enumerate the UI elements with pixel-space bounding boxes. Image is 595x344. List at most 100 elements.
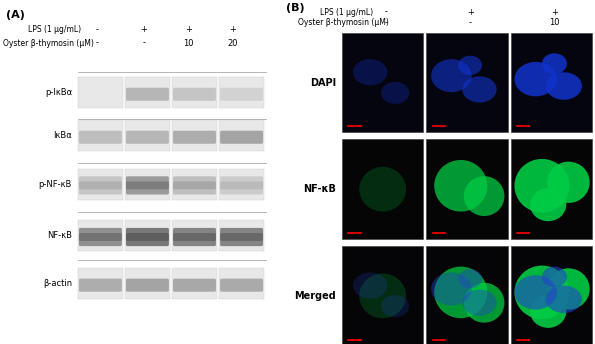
- FancyBboxPatch shape: [126, 131, 169, 144]
- Text: NF-κB: NF-κB: [47, 231, 72, 240]
- Ellipse shape: [515, 266, 569, 319]
- Text: +: +: [229, 25, 236, 34]
- Ellipse shape: [542, 53, 567, 74]
- Ellipse shape: [515, 62, 557, 96]
- Bar: [77, 120, 123, 151]
- Text: β-actin: β-actin: [43, 279, 72, 288]
- Bar: [511, 139, 592, 239]
- Bar: [77, 268, 123, 299]
- FancyBboxPatch shape: [173, 279, 216, 292]
- Ellipse shape: [353, 272, 387, 299]
- Text: NF-κB: NF-κB: [303, 184, 336, 194]
- Text: Oyster β-thymosin (μM): Oyster β-thymosin (μM): [3, 39, 93, 47]
- Ellipse shape: [530, 295, 566, 328]
- Text: IκBα: IκBα: [53, 131, 72, 140]
- Bar: [342, 33, 423, 132]
- FancyBboxPatch shape: [126, 228, 169, 241]
- Ellipse shape: [462, 290, 497, 316]
- FancyBboxPatch shape: [126, 279, 169, 292]
- Text: +: +: [466, 8, 474, 17]
- Bar: [77, 77, 123, 108]
- Text: -: -: [95, 25, 98, 34]
- Text: -: -: [469, 18, 472, 27]
- Ellipse shape: [458, 56, 482, 75]
- Bar: [124, 268, 170, 299]
- Ellipse shape: [359, 273, 406, 318]
- Bar: [342, 246, 423, 344]
- Ellipse shape: [546, 286, 582, 313]
- Ellipse shape: [515, 159, 569, 213]
- FancyBboxPatch shape: [220, 228, 263, 241]
- Bar: [219, 169, 264, 200]
- FancyBboxPatch shape: [173, 131, 216, 144]
- FancyBboxPatch shape: [79, 182, 122, 195]
- Bar: [172, 77, 217, 108]
- Bar: [511, 246, 592, 344]
- Bar: [219, 268, 264, 299]
- Text: 10: 10: [549, 18, 560, 27]
- Bar: [124, 120, 170, 151]
- Text: LPS (1 μg/mL): LPS (1 μg/mL): [320, 8, 374, 17]
- Text: +: +: [551, 8, 558, 17]
- Bar: [427, 139, 508, 239]
- FancyBboxPatch shape: [79, 131, 122, 144]
- FancyBboxPatch shape: [220, 182, 263, 195]
- FancyBboxPatch shape: [126, 88, 169, 101]
- Bar: [342, 139, 423, 239]
- FancyBboxPatch shape: [79, 176, 122, 189]
- Text: (A): (A): [5, 10, 24, 20]
- Bar: [77, 220, 123, 251]
- FancyBboxPatch shape: [173, 176, 216, 189]
- Ellipse shape: [434, 160, 487, 212]
- Ellipse shape: [464, 283, 505, 323]
- Text: 10: 10: [183, 39, 193, 47]
- FancyBboxPatch shape: [126, 176, 169, 189]
- Text: LPS (1 μg/mL): LPS (1 μg/mL): [28, 25, 81, 34]
- FancyBboxPatch shape: [126, 233, 169, 246]
- Bar: [427, 246, 508, 344]
- Ellipse shape: [458, 269, 482, 288]
- FancyBboxPatch shape: [220, 176, 263, 189]
- Text: (B): (B): [286, 3, 305, 13]
- FancyBboxPatch shape: [79, 228, 122, 241]
- Text: +: +: [140, 25, 148, 34]
- Text: -: -: [95, 39, 98, 47]
- Ellipse shape: [381, 82, 409, 104]
- Bar: [219, 77, 264, 108]
- Ellipse shape: [462, 76, 497, 103]
- Bar: [427, 33, 508, 132]
- Ellipse shape: [464, 176, 505, 216]
- Text: p-IκBα: p-IκBα: [45, 88, 72, 97]
- Ellipse shape: [434, 267, 487, 318]
- FancyBboxPatch shape: [173, 88, 216, 101]
- Bar: [172, 120, 217, 151]
- Ellipse shape: [431, 272, 472, 305]
- FancyBboxPatch shape: [79, 233, 122, 246]
- Bar: [124, 77, 170, 108]
- Text: -: -: [142, 39, 146, 47]
- Bar: [219, 120, 264, 151]
- FancyBboxPatch shape: [173, 233, 216, 246]
- Ellipse shape: [547, 268, 590, 310]
- Text: p-NF-κB: p-NF-κB: [39, 180, 72, 189]
- Ellipse shape: [359, 167, 406, 212]
- Ellipse shape: [546, 72, 582, 100]
- Bar: [124, 220, 170, 251]
- Bar: [77, 169, 123, 200]
- FancyBboxPatch shape: [173, 182, 216, 195]
- FancyBboxPatch shape: [220, 233, 263, 246]
- Bar: [124, 169, 170, 200]
- Text: +: +: [185, 25, 192, 34]
- FancyBboxPatch shape: [220, 131, 263, 144]
- Ellipse shape: [542, 267, 567, 287]
- Ellipse shape: [381, 295, 409, 317]
- FancyBboxPatch shape: [79, 279, 122, 292]
- FancyBboxPatch shape: [220, 88, 263, 101]
- Bar: [172, 268, 217, 299]
- Bar: [219, 220, 264, 251]
- Text: -: -: [384, 18, 387, 27]
- Text: Merged: Merged: [294, 291, 336, 301]
- Ellipse shape: [353, 59, 387, 85]
- Ellipse shape: [431, 59, 472, 92]
- FancyBboxPatch shape: [220, 279, 263, 292]
